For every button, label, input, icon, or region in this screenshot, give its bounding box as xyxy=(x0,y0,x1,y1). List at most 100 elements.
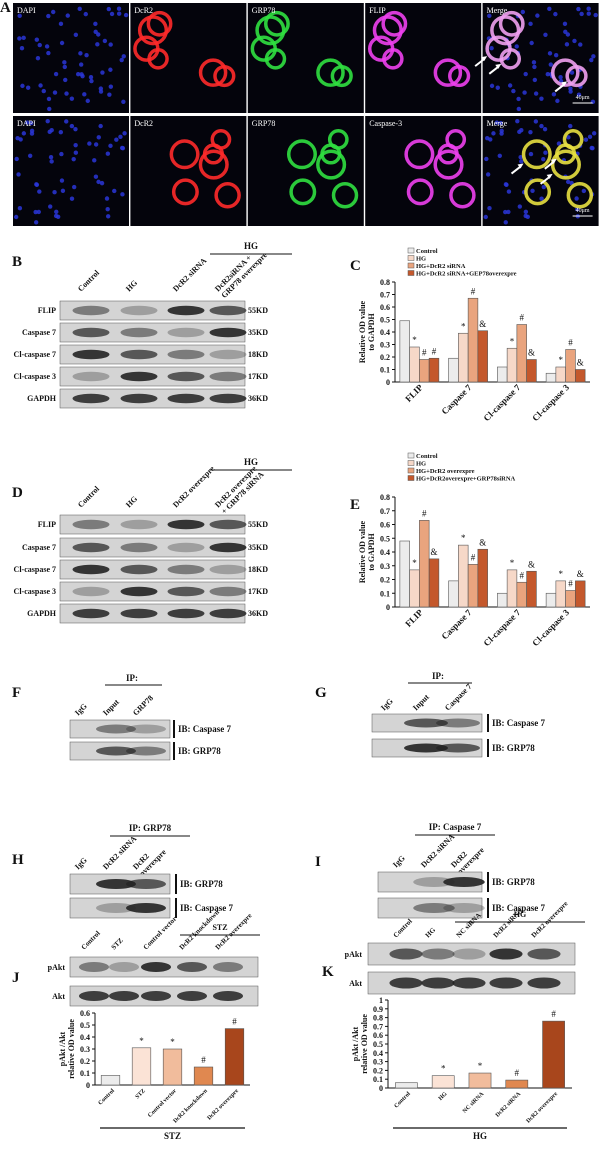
bar xyxy=(506,347,518,383)
y-axis-label: to GAPDH xyxy=(367,532,376,570)
tubule xyxy=(210,129,232,150)
arrow xyxy=(510,165,522,175)
band xyxy=(126,879,166,889)
nucleus xyxy=(105,214,111,219)
y-tick-label: 0.8 xyxy=(380,493,390,502)
band xyxy=(167,327,205,338)
legend-swatch xyxy=(407,475,415,481)
legend-label: Control xyxy=(416,453,438,460)
nucleus xyxy=(568,89,573,94)
nucleus xyxy=(58,129,64,135)
nucleus xyxy=(109,11,115,17)
nucleus xyxy=(51,9,56,15)
bar xyxy=(193,1066,214,1086)
size-label: 35KD xyxy=(248,543,268,552)
size-label: 36KD xyxy=(248,609,268,618)
nucleus xyxy=(539,96,544,101)
nucleus xyxy=(71,156,76,162)
y-axis-label: relative OD value xyxy=(67,1019,76,1079)
nucleus xyxy=(63,77,68,83)
nucleus xyxy=(112,188,117,194)
tubule xyxy=(316,149,347,180)
group-label: HG xyxy=(244,241,258,251)
significance-mark: & xyxy=(577,569,584,579)
nucleus xyxy=(522,90,527,95)
band xyxy=(176,991,208,1001)
significance-mark: # xyxy=(520,313,525,323)
band xyxy=(120,519,158,530)
band xyxy=(96,903,136,913)
band xyxy=(209,608,247,619)
panel-letter: G xyxy=(315,685,327,701)
row-label: FLIP xyxy=(38,306,56,315)
bar xyxy=(477,548,488,608)
band xyxy=(126,746,166,756)
channel-label: DAPI xyxy=(17,119,36,128)
ib-label: IB: GRP78 xyxy=(492,877,535,887)
nucleus xyxy=(576,92,582,97)
tubule xyxy=(146,10,173,37)
arrow-head xyxy=(550,158,557,164)
bar xyxy=(516,581,527,608)
y-axis-label: relative OD value xyxy=(360,1014,369,1074)
ib-label: IB: GRP78 xyxy=(180,879,223,889)
tubule xyxy=(382,48,404,70)
nucleus xyxy=(73,32,79,37)
nucleus xyxy=(45,118,50,124)
band xyxy=(209,393,247,404)
row-label: Akt xyxy=(52,992,65,1001)
channel-label: FLIP xyxy=(369,6,386,15)
nucleus xyxy=(19,45,25,51)
significance-mark: # xyxy=(422,508,427,518)
panel-letter: C xyxy=(350,258,361,274)
significance-mark: # xyxy=(520,570,525,580)
band xyxy=(436,718,480,728)
nucleus xyxy=(489,45,494,51)
band xyxy=(389,948,423,960)
panel-letter: E xyxy=(350,497,360,513)
x-tick-label: DcR2 knockdown xyxy=(172,1088,209,1125)
nucleus xyxy=(506,189,512,194)
nucleus xyxy=(548,62,553,67)
band xyxy=(413,903,455,913)
nucleus xyxy=(485,172,491,177)
nucleus xyxy=(517,204,523,209)
nucleus xyxy=(565,179,571,185)
bar xyxy=(428,558,440,608)
ip-label: IP: xyxy=(432,671,444,681)
band xyxy=(96,724,136,734)
nucleus xyxy=(46,96,52,102)
band xyxy=(120,349,158,360)
row-label: FLIP xyxy=(38,520,56,529)
tubule xyxy=(498,10,525,37)
nucleus xyxy=(78,62,84,67)
nucleus xyxy=(587,134,593,140)
tubule xyxy=(198,58,228,87)
lane-label: IgG xyxy=(73,856,89,872)
nucleus xyxy=(24,120,30,125)
bar xyxy=(497,592,508,608)
nucleus xyxy=(69,96,75,101)
significance-mark: * xyxy=(412,335,417,345)
row-label: Cl-caspase 7 xyxy=(14,565,56,574)
y-tick-label: 1 xyxy=(379,996,383,1005)
nucleus xyxy=(539,196,544,201)
y-tick-label: 0.2 xyxy=(380,353,390,362)
tubule xyxy=(433,149,464,180)
channel-label: DcR2 xyxy=(134,6,153,15)
nucleus xyxy=(75,72,81,77)
y-tick-label: 0.8 xyxy=(380,278,390,287)
nucleus xyxy=(96,135,101,140)
nucleus xyxy=(528,151,534,157)
band xyxy=(167,519,205,530)
band xyxy=(167,564,205,575)
bar xyxy=(399,320,410,383)
band xyxy=(209,586,247,597)
nucleus xyxy=(108,67,113,72)
bar xyxy=(497,366,508,383)
nucleus xyxy=(48,154,54,160)
legend-swatch xyxy=(407,467,415,474)
nucleus xyxy=(530,188,535,194)
nucleus xyxy=(553,53,559,58)
significance-mark: * xyxy=(559,569,564,579)
